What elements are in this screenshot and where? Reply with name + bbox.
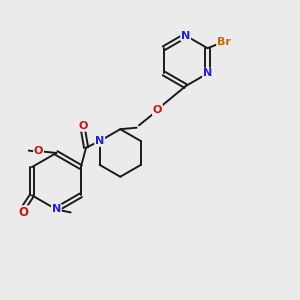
Text: N: N — [95, 136, 104, 146]
Text: O: O — [78, 121, 88, 131]
Text: Br: Br — [217, 37, 231, 47]
Text: O: O — [153, 105, 162, 115]
Text: O: O — [34, 146, 43, 157]
Text: N: N — [181, 31, 190, 40]
Text: O: O — [19, 206, 28, 219]
Text: N: N — [203, 68, 212, 79]
Text: N: N — [52, 204, 61, 214]
